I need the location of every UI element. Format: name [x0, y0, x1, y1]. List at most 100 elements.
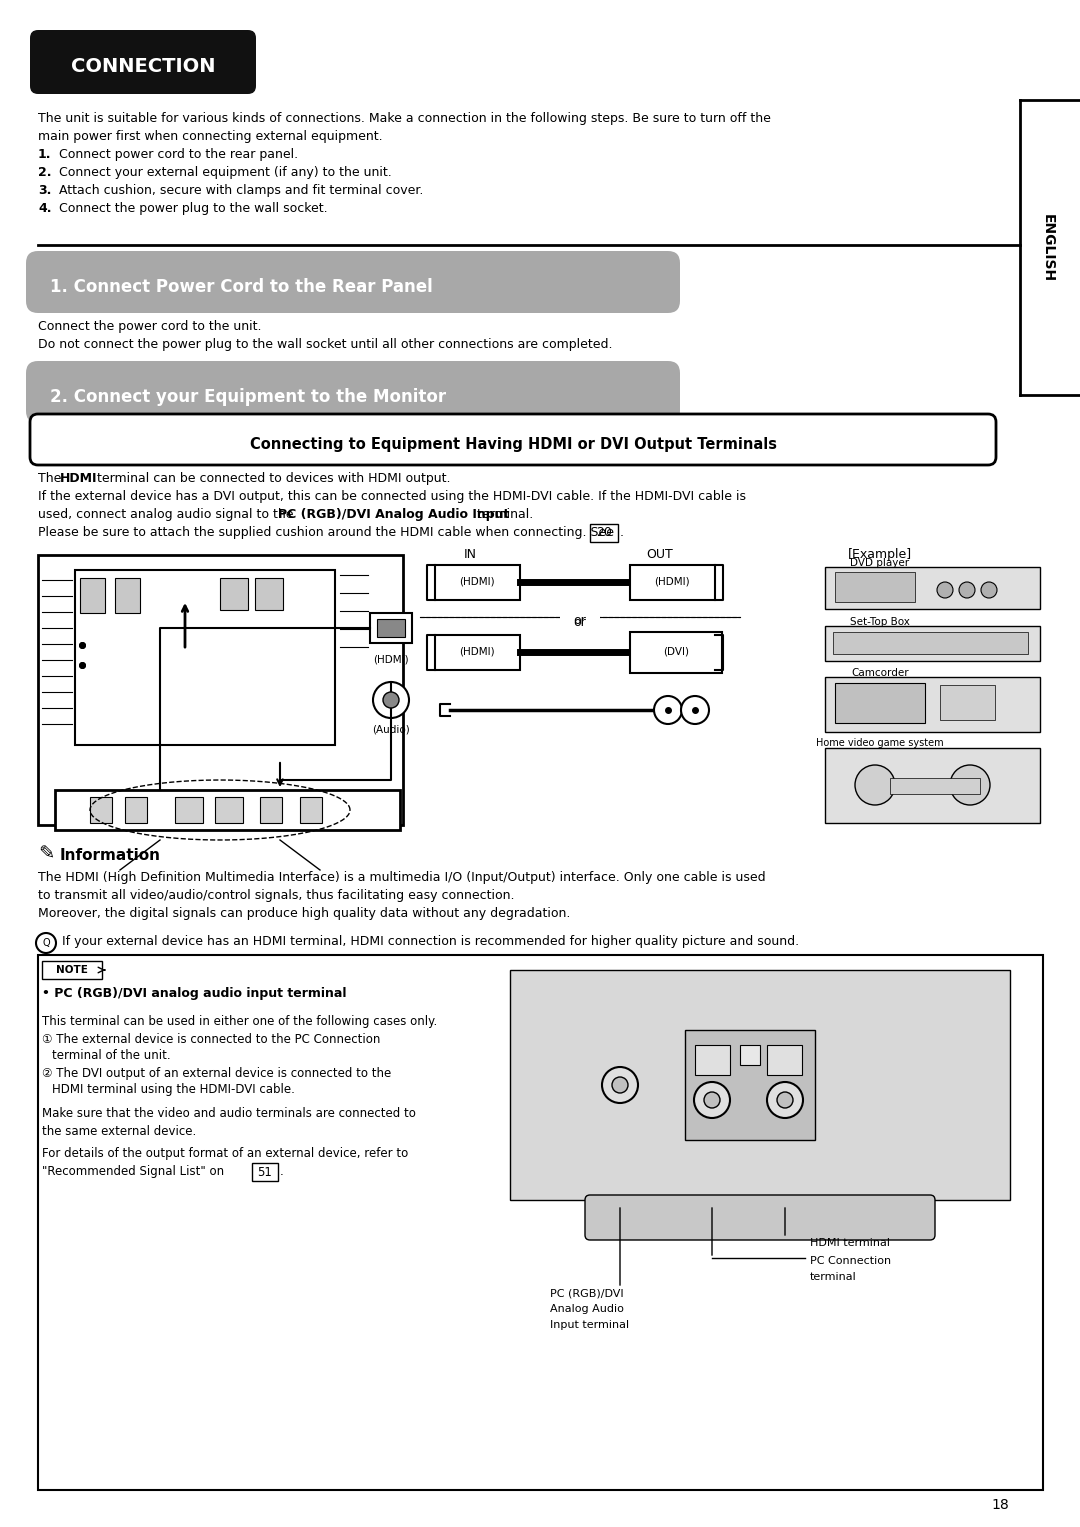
Bar [833, 632, 1028, 654]
Bar [300, 797, 322, 823]
Bar [215, 797, 243, 823]
Text: terminal of the unit.: terminal of the unit. [52, 1049, 171, 1061]
Text: (HDMI): (HDMI) [654, 577, 690, 586]
FancyBboxPatch shape [26, 250, 680, 313]
Text: The: The [38, 472, 66, 486]
Text: 1. Connect Power Cord to the Rear Panel: 1. Connect Power Cord to the Rear Panel [50, 278, 433, 296]
Text: 18: 18 [991, 1498, 1009, 1512]
Text: (HDMI): (HDMI) [459, 577, 495, 586]
Circle shape [981, 582, 997, 599]
Circle shape [694, 1083, 730, 1118]
Text: or: or [573, 614, 586, 626]
Circle shape [602, 1067, 638, 1102]
Circle shape [777, 1092, 793, 1109]
Text: If the external device has a DVI output, this can be connected using the HDMI-DV: If the external device has a DVI output,… [38, 490, 746, 502]
Text: (HDMI): (HDMI) [374, 655, 409, 664]
Text: HDMI terminal: HDMI terminal [810, 1238, 890, 1248]
Bar [377, 618, 405, 637]
Text: Connect the power plug to the wall socket.: Connect the power plug to the wall socke… [55, 202, 327, 215]
Text: Connect the power cord to the unit.: Connect the power cord to the unit. [38, 321, 261, 333]
Circle shape [654, 696, 681, 724]
Bar [630, 565, 715, 600]
Bar [255, 579, 283, 609]
Text: .: . [620, 525, 624, 539]
Text: ② The DVI output of an external device is connected to the: ② The DVI output of an external device i… [42, 1067, 391, 1080]
Text: IN: IN [463, 548, 476, 560]
FancyBboxPatch shape [30, 31, 256, 95]
Bar [767, 1044, 802, 1075]
Circle shape [704, 1092, 720, 1109]
Bar [42, 960, 102, 979]
Text: Moreover, the digital signals can produce high quality data without any degradat: Moreover, the digital signals can produc… [38, 907, 570, 919]
Bar [696, 1044, 730, 1075]
Bar [75, 570, 335, 745]
Text: terminal: terminal [810, 1272, 856, 1283]
Bar [510, 970, 1010, 1200]
Text: ✎: ✎ [38, 844, 54, 864]
Text: 1.: 1. [38, 148, 52, 160]
Text: or: or [573, 617, 586, 629]
Bar [825, 567, 1040, 609]
Bar [825, 748, 1040, 823]
Text: Do not connect the power plug to the wall socket until all other connections are: Do not connect the power plug to the wal… [38, 337, 612, 351]
Bar [685, 1031, 815, 1141]
Text: HDMI: HDMI [60, 472, 97, 486]
Bar [940, 686, 995, 721]
Text: Analog Audio: Analog Audio [550, 1304, 624, 1315]
Text: Connect power cord to the rear panel.: Connect power cord to the rear panel. [55, 148, 298, 160]
Text: .: . [280, 1165, 284, 1177]
Text: The HDMI (High Definition Multimedia Interface) is a multimedia I/O (Input/Outpu: The HDMI (High Definition Multimedia Int… [38, 870, 766, 884]
Text: (DVI): (DVI) [663, 647, 689, 657]
Text: 2. Connect your Equipment to the Monitor: 2. Connect your Equipment to the Monitor [50, 388, 446, 406]
Text: terminal.: terminal. [473, 508, 534, 521]
Circle shape [950, 765, 990, 805]
Text: (Audio): (Audio) [373, 725, 410, 734]
Text: Home video game system: Home video game system [816, 738, 944, 748]
Text: PC (RGB)/DVI: PC (RGB)/DVI [550, 1287, 623, 1298]
Text: The unit is suitable for various kinds of connections. Make a connection in the : The unit is suitable for various kinds o… [38, 111, 771, 125]
Circle shape [373, 683, 409, 718]
Bar [55, 789, 400, 831]
Text: Connecting to Equipment Having HDMI or DVI Output Terminals: Connecting to Equipment Having HDMI or D… [251, 437, 778, 452]
Text: "Recommended Signal List" on: "Recommended Signal List" on [42, 1165, 225, 1177]
Text: Q: Q [42, 938, 50, 948]
Bar [590, 524, 618, 542]
Text: 4.: 4. [38, 202, 52, 215]
Text: Set-Top Box: Set-Top Box [850, 617, 910, 628]
Circle shape [855, 765, 895, 805]
Text: the same external device.: the same external device. [42, 1125, 197, 1138]
Text: Please be sure to attach the supplied cushion around the HDMI cable when connect: Please be sure to attach the supplied cu… [38, 525, 615, 539]
Bar [561, 611, 600, 628]
Text: If your external device has an HDMI terminal, HDMI connection is recommended for: If your external device has an HDMI term… [62, 935, 799, 948]
Circle shape [937, 582, 953, 599]
Circle shape [681, 696, 708, 724]
FancyBboxPatch shape [585, 1196, 935, 1240]
Circle shape [767, 1083, 804, 1118]
Text: main power first when connecting external equipment.: main power first when connecting externa… [38, 130, 382, 144]
Bar [825, 626, 1040, 661]
Text: NOTE: NOTE [56, 965, 87, 976]
Text: CONNECTION: CONNECTION [71, 56, 215, 75]
Text: terminal can be connected to devices with HDMI output.: terminal can be connected to devices wit… [93, 472, 450, 486]
Text: OUT: OUT [647, 548, 673, 560]
Circle shape [36, 933, 56, 953]
Bar [835, 683, 924, 722]
Bar [825, 676, 1040, 731]
Bar [114, 579, 140, 612]
Text: ENGLISH: ENGLISH [1041, 214, 1055, 282]
Bar [630, 632, 723, 673]
Circle shape [383, 692, 399, 709]
Text: 2.: 2. [38, 166, 52, 179]
Text: 3.: 3. [38, 183, 52, 197]
Bar [740, 1044, 760, 1064]
Bar [835, 573, 915, 602]
Text: PC (RGB)/DVI Analog Audio Input: PC (RGB)/DVI Analog Audio Input [278, 508, 510, 521]
Text: Camcorder: Camcorder [851, 667, 908, 678]
Bar [435, 565, 519, 600]
Text: Attach cushion, secure with clamps and fit terminal cover.: Attach cushion, secure with clamps and f… [55, 183, 423, 197]
Circle shape [959, 582, 975, 599]
Bar [80, 579, 105, 612]
Bar [38, 954, 1043, 1490]
Bar [370, 612, 411, 643]
Text: used, connect analog audio signal to the: used, connect analog audio signal to the [38, 508, 297, 521]
